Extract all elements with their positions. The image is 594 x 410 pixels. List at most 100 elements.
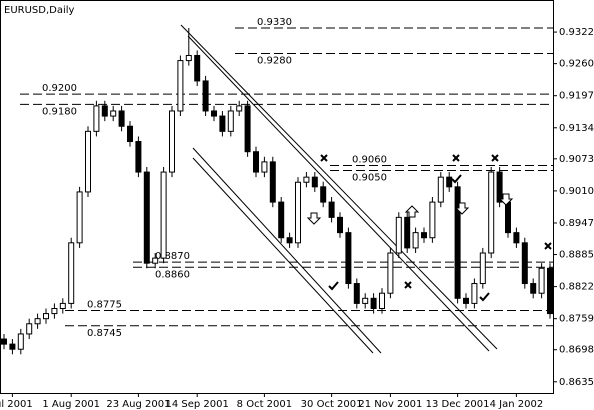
levels: 0.9330 0.9280 0.9200 0.9180 0.9060 0.9050 0.88… bbox=[20, 17, 553, 339]
candle-body bbox=[261, 161, 268, 173]
candle-body bbox=[118, 110, 125, 127]
candle-body bbox=[488, 171, 495, 254]
level-label: 0.8870 bbox=[155, 251, 190, 262]
candle-body bbox=[538, 267, 545, 294]
candle-body bbox=[311, 176, 318, 188]
y-tick-label: 0.8635 bbox=[559, 377, 594, 388]
candle-body bbox=[85, 130, 91, 193]
check-signal bbox=[479, 292, 490, 302]
candle-body bbox=[160, 171, 167, 259]
down-arrow bbox=[306, 212, 322, 225]
candle-body bbox=[454, 186, 461, 299]
level-label: 0.8745 bbox=[87, 328, 122, 339]
candle-body bbox=[412, 232, 419, 249]
up-arrow bbox=[404, 205, 420, 218]
x-tick-label: 13 Dec 2001 bbox=[426, 399, 490, 410]
candle-body bbox=[337, 216, 343, 234]
candle-body bbox=[76, 191, 83, 244]
cross-signal bbox=[320, 154, 328, 162]
candle-body bbox=[219, 115, 226, 132]
candle-body bbox=[26, 323, 33, 335]
candle-body bbox=[379, 292, 385, 309]
y-tick-label: 0.9260 bbox=[559, 59, 594, 70]
candle-body bbox=[34, 318, 41, 325]
candle-body bbox=[127, 125, 133, 143]
candle-body bbox=[446, 176, 453, 188]
cross-signal bbox=[452, 154, 460, 162]
y-tick-label: 0.9322 bbox=[559, 27, 594, 38]
candle-body bbox=[110, 110, 117, 117]
channel-line bbox=[180, 24, 498, 350]
candle-body bbox=[253, 151, 259, 173]
candle-body bbox=[43, 313, 49, 320]
candle-body bbox=[1, 338, 7, 345]
candle-body bbox=[51, 307, 58, 315]
candle-body bbox=[471, 283, 478, 304]
candle-body bbox=[496, 171, 503, 203]
candle-body bbox=[9, 343, 16, 350]
y-tick-label: 0.9197 bbox=[559, 91, 594, 102]
candle-body bbox=[395, 216, 402, 254]
candle-body bbox=[513, 232, 520, 244]
plot-area: 0.9330 0.9280 0.9200 0.9180 0.9060 0.9050 0.88… bbox=[1, 17, 553, 355]
candle-body bbox=[404, 216, 411, 249]
arrows bbox=[306, 193, 514, 225]
y-tick-label: 0.9010 bbox=[559, 186, 594, 197]
y-tick-label: 0.8698 bbox=[559, 345, 594, 356]
candle-body bbox=[152, 257, 159, 264]
candle-body bbox=[362, 297, 369, 304]
candle-body bbox=[278, 201, 285, 239]
level-label: 0.9330 bbox=[257, 17, 292, 28]
candles bbox=[1, 27, 553, 355]
candle-body bbox=[177, 60, 184, 112]
candle-body bbox=[17, 333, 24, 350]
cross-signal bbox=[544, 242, 552, 250]
level-label: 0.8860 bbox=[155, 269, 190, 280]
candle-body bbox=[295, 181, 301, 244]
x-tick-label: Jul 2001 bbox=[0, 399, 33, 410]
down-arrow bbox=[454, 202, 470, 215]
check-signal bbox=[328, 281, 339, 291]
candle-body bbox=[269, 161, 276, 203]
candle-body bbox=[194, 54, 201, 82]
candle-body bbox=[143, 171, 150, 264]
candle-body bbox=[437, 176, 444, 203]
y-tick-label: 0.9073 bbox=[559, 154, 594, 165]
cross-signal bbox=[491, 154, 499, 162]
candle-body bbox=[211, 110, 217, 117]
x-tick-label: 4 Jan 2002 bbox=[490, 399, 544, 410]
x-tick-label: 8 Oct 2001 bbox=[237, 399, 292, 410]
candle-body bbox=[429, 201, 436, 239]
level-label: 0.8775 bbox=[87, 300, 122, 311]
x-tick-label: 21 Nov 2001 bbox=[358, 399, 422, 410]
channel-line bbox=[192, 157, 374, 354]
candle-body bbox=[370, 297, 377, 309]
candle-body bbox=[135, 141, 142, 173]
level-label: 0.9280 bbox=[257, 55, 292, 66]
candle-body bbox=[286, 237, 293, 244]
candle-body bbox=[68, 242, 75, 304]
candle-body bbox=[303, 176, 310, 183]
candle-body bbox=[320, 186, 327, 203]
level-label: 0.9180 bbox=[42, 106, 77, 117]
candle-body bbox=[463, 297, 469, 304]
x-tick-label: 23 Aug 2001 bbox=[106, 399, 170, 410]
candle-body bbox=[353, 283, 360, 304]
x-tick-label: 30 Oct 2001 bbox=[301, 399, 363, 410]
plot-frame bbox=[0, 0, 554, 394]
cross-signal bbox=[404, 281, 412, 289]
chart-title: EURUSD,Daily bbox=[4, 5, 75, 16]
candle-body bbox=[521, 242, 528, 285]
candle-body bbox=[202, 80, 209, 112]
candle-body bbox=[421, 232, 427, 239]
x-tick-label: 1 Aug 2001 bbox=[42, 399, 100, 410]
check-signal bbox=[451, 174, 462, 184]
candle-body bbox=[530, 283, 537, 294]
level-label: 0.9060 bbox=[352, 154, 387, 165]
level-label: 0.9050 bbox=[352, 173, 387, 184]
signals bbox=[320, 154, 552, 302]
down-arrow bbox=[498, 193, 514, 206]
candle-body bbox=[479, 252, 486, 285]
y-tick-label: 0.8885 bbox=[559, 250, 594, 261]
